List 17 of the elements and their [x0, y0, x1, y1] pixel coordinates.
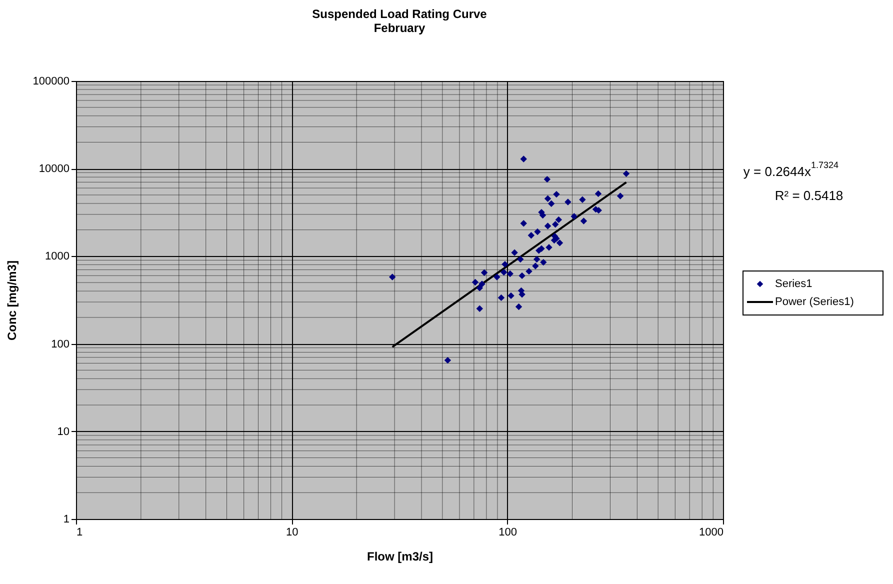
- legend-label: Series1: [775, 278, 812, 290]
- y-tick-label: 100000: [32, 76, 70, 88]
- text: R² = 0.5418: [774, 188, 844, 203]
- y-tick-label: 1000: [45, 250, 70, 263]
- x-tick-label: 1: [76, 526, 83, 538]
- x-tick-label: 100: [498, 526, 518, 538]
- y-tick-label: 100: [51, 338, 70, 350]
- chart-subtitle: February: [374, 21, 426, 35]
- chart-title: Suspended Load Rating Curve: [312, 7, 488, 21]
- y-tick-label: 10000: [38, 163, 70, 176]
- x-tick-label: 1000: [699, 526, 724, 538]
- x-axis-title: Flow [m3/s]: [366, 550, 434, 564]
- x-tick-label: 10: [286, 526, 298, 538]
- y-tick-label: 1: [63, 514, 70, 526]
- legend-label: Power (Series1): [775, 296, 854, 308]
- y-axis-title: Conc [mg/m3]: [4, 260, 19, 341]
- y-tick-label: 10: [57, 426, 70, 438]
